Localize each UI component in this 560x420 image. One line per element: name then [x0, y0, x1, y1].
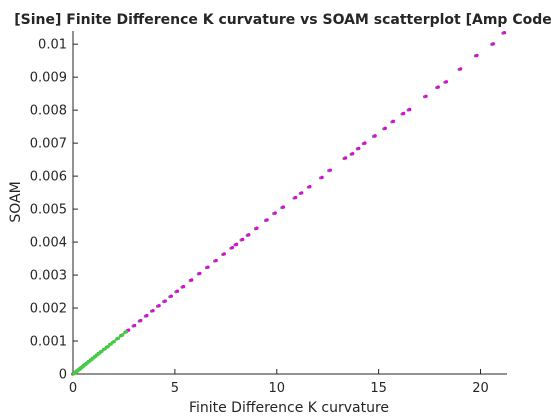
data-point — [444, 80, 449, 84]
y-tick-label: 0.001 — [30, 335, 67, 350]
y-tick-label: 0.007 — [30, 137, 67, 152]
data-point — [491, 42, 495, 46]
data-point — [308, 184, 312, 189]
data-point — [391, 119, 396, 124]
x-tick-label: 20 — [472, 381, 489, 396]
data-point — [247, 233, 251, 237]
data-point — [234, 242, 239, 247]
data-point — [163, 299, 167, 303]
data-point — [255, 226, 259, 230]
data-point — [363, 141, 367, 145]
data-point — [230, 245, 235, 250]
y-axis-title: SOAM — [8, 181, 24, 222]
data-point — [198, 271, 202, 276]
data-point — [240, 237, 245, 242]
data-point — [383, 126, 387, 130]
data-point — [181, 284, 186, 289]
y-tick-label: 0.006 — [30, 170, 67, 185]
ticks: 0 5 10 15 20 0 0.001 0.002 0.003 0.004 0.005 0.006 0… — [30, 38, 489, 396]
data-point — [436, 85, 440, 89]
data-point — [407, 107, 412, 112]
data-point — [206, 265, 210, 269]
data-point — [458, 67, 463, 71]
data-point — [373, 134, 377, 138]
data-point — [424, 94, 428, 99]
data-points — [71, 30, 507, 376]
y-tick-label: 0.004 — [30, 236, 67, 251]
y-tick-label: 0.002 — [30, 302, 67, 317]
y-tick-label: 0.003 — [30, 269, 67, 284]
data-point — [132, 323, 137, 328]
x-tick-label: 0 — [69, 381, 77, 396]
data-point — [300, 191, 304, 195]
data-point — [189, 278, 194, 282]
x-tick-label: 5 — [171, 381, 179, 396]
data-point — [357, 146, 361, 151]
data-point — [320, 175, 324, 180]
x-tick-label: 15 — [370, 381, 387, 396]
data-series-band — [72, 371, 76, 375]
data-point — [343, 156, 348, 160]
data-point — [145, 313, 149, 318]
data-point — [328, 168, 332, 172]
data-point — [169, 294, 174, 298]
y-tick-label: 0 — [59, 368, 67, 383]
data-point — [502, 30, 507, 35]
data-point — [273, 211, 277, 215]
y-tick-label: 0.005 — [30, 203, 67, 218]
data-point — [293, 195, 298, 200]
y-tick-label: 0.008 — [30, 104, 67, 119]
data-point — [475, 53, 479, 58]
data-point — [151, 308, 155, 313]
chart-title: [Sine] Finite Difference K curvature vs … — [14, 12, 551, 28]
x-tick-label: 10 — [268, 381, 285, 396]
data-point — [265, 218, 269, 222]
data-point — [401, 111, 406, 116]
x-axis-title: Finite Difference K curvature — [189, 400, 389, 416]
data-point — [350, 151, 355, 156]
data-point — [139, 318, 143, 323]
data-point — [214, 258, 218, 263]
data-point — [222, 252, 226, 256]
axes — [72, 31, 507, 375]
data-point — [157, 304, 161, 308]
y-tick-label: 0.01 — [38, 38, 67, 53]
data-point — [175, 289, 180, 293]
data-point — [281, 205, 286, 209]
y-tick-label: 0.009 — [30, 71, 67, 86]
